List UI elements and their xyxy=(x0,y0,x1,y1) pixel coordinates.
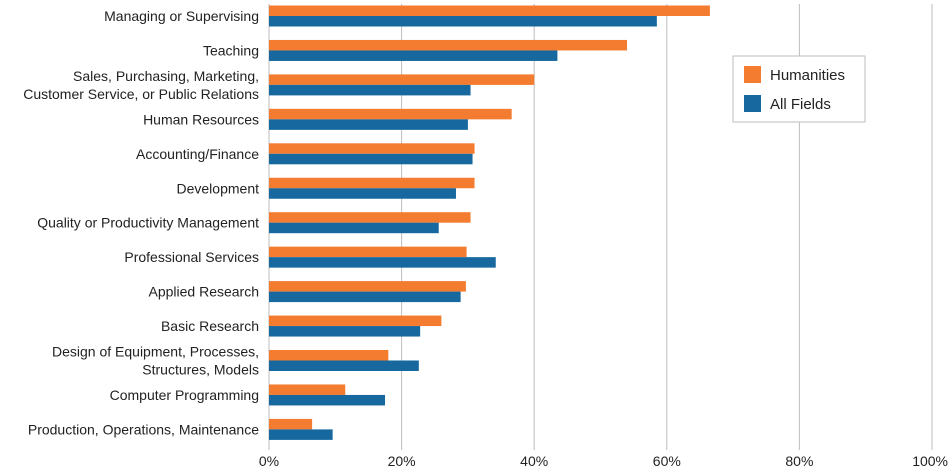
category-label: Applied Research xyxy=(148,284,259,300)
category-label: Structures, Models xyxy=(142,362,259,378)
bar-all-fields xyxy=(269,257,496,268)
x-tick-label: 0% xyxy=(259,453,279,469)
category-label: Production, Operations, Maintenance xyxy=(28,421,259,437)
category-label: Design of Equipment, Processes, xyxy=(52,344,259,360)
x-tick-label: 20% xyxy=(388,453,416,469)
bar-humanities xyxy=(269,246,467,258)
category-label: Accounting/Finance xyxy=(136,146,259,162)
category-label: Teaching xyxy=(203,42,259,58)
x-tick-label: 40% xyxy=(520,453,548,469)
bar-humanities xyxy=(269,350,389,361)
x-tick-label: 80% xyxy=(785,453,813,469)
bar-humanities xyxy=(269,143,475,154)
category-label: Sales, Purchasing, Marketing, xyxy=(73,68,259,84)
category-label: Professional Services xyxy=(124,249,259,265)
category-label: Customer Service, or Public Relations xyxy=(23,86,259,102)
bar-humanities xyxy=(269,39,628,51)
bar-humanities xyxy=(269,74,535,85)
bar-all-fields xyxy=(269,360,419,371)
bar-all-fields xyxy=(269,16,657,27)
bar-all-fields xyxy=(269,153,473,165)
category-label: Managing or Supervising xyxy=(104,8,259,24)
bar-humanities xyxy=(269,384,346,395)
bar-all-fields xyxy=(269,394,386,406)
bar-all-fields xyxy=(269,188,456,199)
bar-all-fields xyxy=(269,222,439,234)
bar-humanities xyxy=(269,177,475,189)
legend-swatch xyxy=(744,95,761,112)
bar-humanities xyxy=(269,281,466,292)
x-tick-label: 100% xyxy=(912,453,948,469)
bar-all-fields xyxy=(269,50,558,61)
category-label: Basic Research xyxy=(161,318,259,334)
legend-label: Humanities xyxy=(770,67,845,84)
category-labels: Managing or Supervising Teaching Sales, Pu… xyxy=(23,8,259,437)
bar-layer xyxy=(269,5,710,440)
category-label: Human Resources xyxy=(143,111,259,127)
bar-humanities xyxy=(269,418,313,430)
x-axis-ticks: 0% 20% 40% 60% 80% 100% xyxy=(259,453,948,469)
x-tick-label: 60% xyxy=(653,453,681,469)
bar-all-fields xyxy=(269,291,461,303)
bar-humanities xyxy=(269,212,471,223)
bar-all-fields xyxy=(269,119,468,130)
bar-humanities xyxy=(269,315,442,327)
category-label: Computer Programming xyxy=(110,387,259,403)
bar-all-fields xyxy=(269,326,421,337)
category-label: Development xyxy=(177,180,260,196)
category-label: Quality or Productivity Management xyxy=(37,215,259,231)
legend: Humanities All Fields xyxy=(732,55,866,123)
bar-all-fields xyxy=(269,429,333,440)
legend-label: All Fields xyxy=(770,96,831,113)
legend-swatch xyxy=(744,66,761,83)
bar-humanities xyxy=(269,5,710,16)
bar-humanities xyxy=(269,108,512,120)
bar-all-fields xyxy=(269,84,471,96)
